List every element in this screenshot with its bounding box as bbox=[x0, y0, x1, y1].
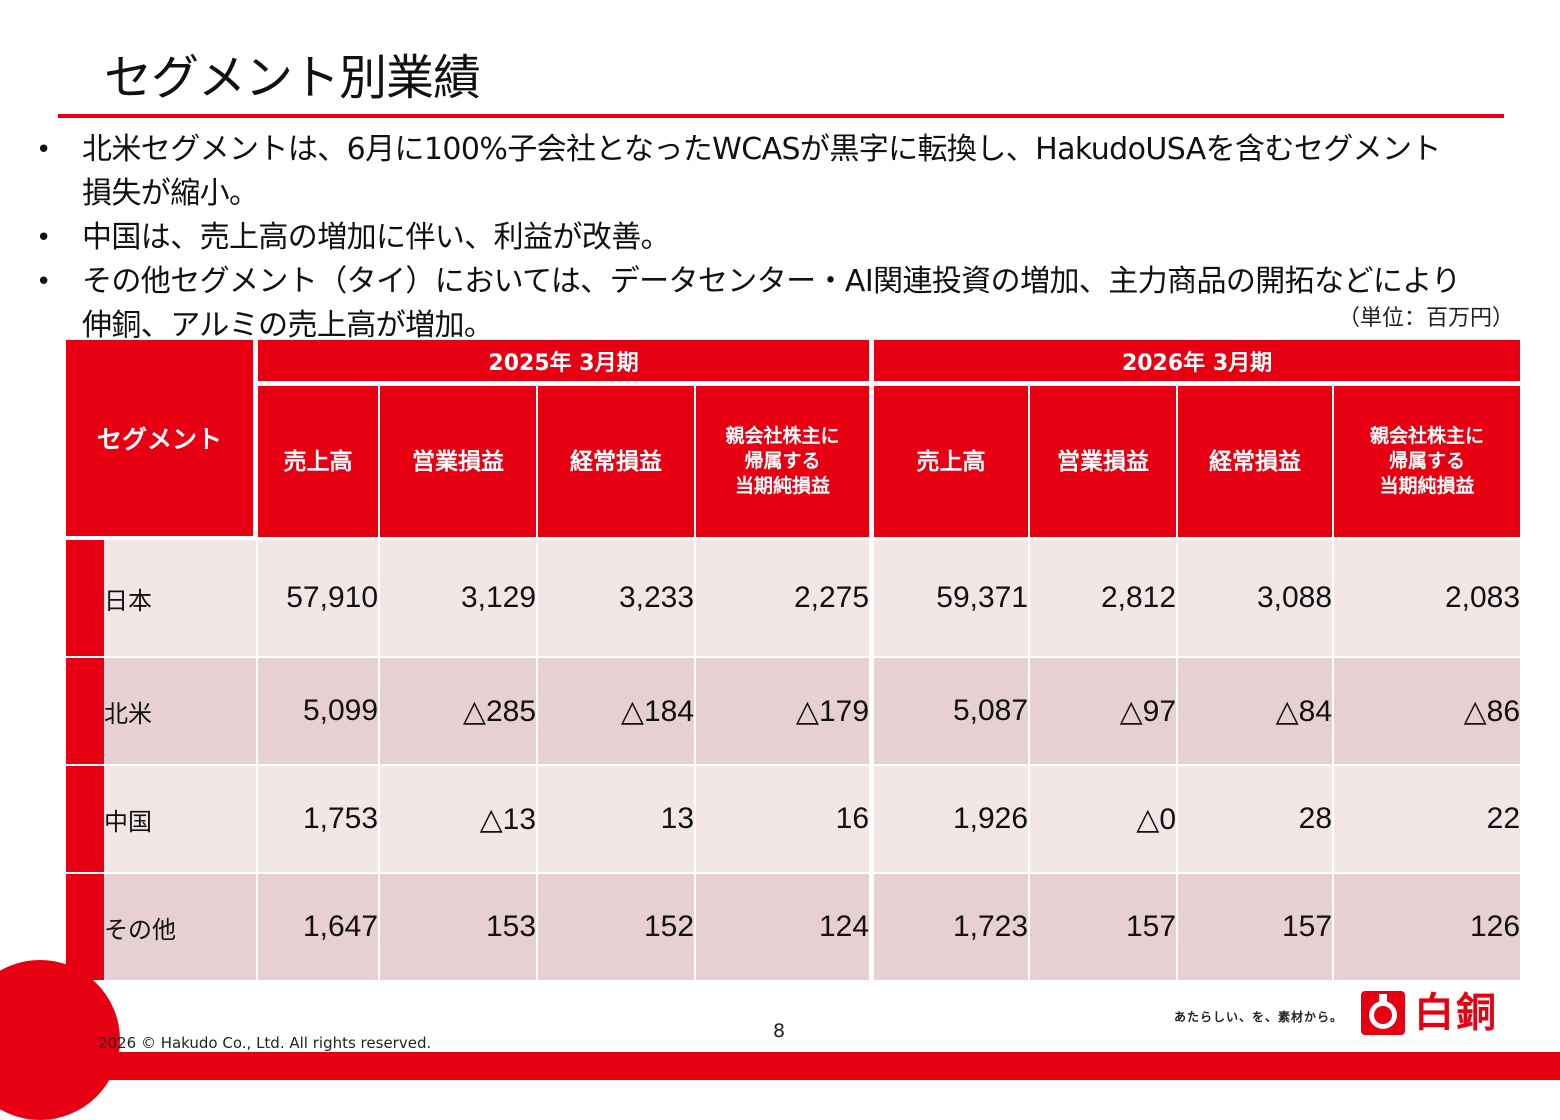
segment-table: セグメント 2025年 3月期 2026年 3月期 売上高 営業損益 経常損益 … bbox=[66, 340, 1521, 982]
table-cell: △84 bbox=[1178, 658, 1335, 766]
table-cell: 1,723 bbox=[874, 874, 1031, 982]
table-cell: 13 bbox=[538, 766, 697, 874]
period-header-2026: 2026年 3月期 bbox=[874, 340, 1521, 386]
table-cell: 1,926 bbox=[874, 766, 1031, 874]
footer-bar bbox=[0, 1052, 1560, 1080]
row-marker bbox=[66, 874, 104, 982]
bullet-text: その他セグメント（タイ）においては、データセンター・AI関連投資の増加、主力商品… bbox=[82, 264, 1461, 299]
row-marker bbox=[66, 766, 104, 874]
table-cell: △97 bbox=[1030, 658, 1179, 766]
table-cell: 2,083 bbox=[1334, 540, 1521, 658]
table-cell: 28 bbox=[1178, 766, 1335, 874]
table-cell: 57,910 bbox=[258, 540, 381, 658]
table-row: その他 1,647 153 152 124 1,723 157 157 126 bbox=[66, 874, 1521, 982]
segment-name: その他 bbox=[104, 874, 259, 982]
title-divider bbox=[58, 114, 1504, 118]
table-cell: △285 bbox=[380, 658, 539, 766]
company-logo: 白銅 bbox=[1360, 990, 1498, 1036]
table-cell: 157 bbox=[1030, 874, 1179, 982]
company-tagline: あたらしい、を、素材から。 bbox=[1174, 1010, 1344, 1024]
col-header-operating: 営業損益 bbox=[1030, 386, 1179, 540]
table-cell: 157 bbox=[1178, 874, 1335, 982]
col-header-ordinary: 経常損益 bbox=[1178, 386, 1335, 540]
col-header-net-line: 帰属する bbox=[744, 450, 821, 472]
col-header-net-line: 当期純損益 bbox=[735, 475, 831, 497]
table-row: 中国 1,753 △13 13 16 1,926 △0 28 22 bbox=[66, 766, 1521, 874]
table-cell: 153 bbox=[380, 874, 539, 982]
table-cell: △179 bbox=[696, 658, 875, 766]
table-cell: △13 bbox=[380, 766, 539, 874]
bullet-item: その他セグメント（タイ）においては、データセンター・AI関連投資の増加、主力商品… bbox=[36, 260, 1536, 348]
table-cell: △86 bbox=[1334, 658, 1521, 766]
table-cell: 152 bbox=[538, 874, 697, 982]
segment-name: 北米 bbox=[104, 658, 259, 766]
bullet-item: 中国は、売上高の増加に伴い、利益が改善。 bbox=[36, 216, 1536, 260]
table-row: 北米 5,099 △285 △184 △179 5,087 △97 △84 △8… bbox=[66, 658, 1521, 766]
table-cell: 59,371 bbox=[874, 540, 1031, 658]
table-cell: 5,099 bbox=[258, 658, 381, 766]
table-cell: 1,647 bbox=[258, 874, 381, 982]
row-marker bbox=[66, 540, 104, 658]
table-cell: 16 bbox=[696, 766, 875, 874]
table-cell: 126 bbox=[1334, 874, 1521, 982]
table-cell: △0 bbox=[1030, 766, 1179, 874]
segment-name: 日本 bbox=[104, 540, 259, 658]
row-marker bbox=[66, 658, 104, 766]
col-header-ordinary: 経常損益 bbox=[538, 386, 697, 540]
table-cell: 5,087 bbox=[874, 658, 1031, 766]
bullet-text: 北米セグメントは、6月に100%子会社となったWCASが黒字に転換し、Hakud… bbox=[82, 132, 1441, 167]
col-header-net-line: 帰属する bbox=[1389, 450, 1466, 472]
page-number: 8 bbox=[773, 1020, 786, 1042]
period-header-2025: 2025年 3月期 bbox=[258, 340, 875, 386]
page-title: セグメント別業績 bbox=[104, 50, 481, 106]
table-row: 日本 57,910 3,129 3,233 2,275 59,371 2,812… bbox=[66, 540, 1521, 658]
table-cell: 22 bbox=[1334, 766, 1521, 874]
col-header-net-line: 親会社株主に bbox=[725, 425, 840, 447]
bullet-list: 北米セグメントは、6月に100%子会社となったWCASが黒字に転換し、Hakud… bbox=[36, 128, 1536, 348]
segment-header: セグメント bbox=[66, 340, 259, 540]
table-cell: △184 bbox=[538, 658, 697, 766]
col-header-net-line: 親会社株主に bbox=[1370, 425, 1485, 447]
col-header-sales: 売上高 bbox=[874, 386, 1031, 540]
table-cell: 124 bbox=[696, 874, 875, 982]
bullet-text: 中国は、売上高の増加に伴い、利益が改善。 bbox=[82, 220, 671, 255]
col-header-net-line: 当期純損益 bbox=[1379, 475, 1475, 497]
col-header-sales: 売上高 bbox=[258, 386, 381, 540]
logo-mark-icon bbox=[1361, 991, 1405, 1035]
segment-name: 中国 bbox=[104, 766, 259, 874]
table-cell: 3,233 bbox=[538, 540, 697, 658]
bullet-item: 北米セグメントは、6月に100%子会社となったWCASが黒字に転換し、Hakud… bbox=[36, 128, 1536, 216]
logo-text: 白銅 bbox=[1414, 990, 1498, 1036]
table-cell: 3,088 bbox=[1178, 540, 1335, 658]
copyright-text: 2026 © Hakudo Co., Ltd. All rights reser… bbox=[98, 1034, 432, 1052]
bullet-text-continued: 損失が縮小。 bbox=[82, 176, 259, 211]
table-cell: 1,753 bbox=[258, 766, 381, 874]
unit-note: （単位：百万円） bbox=[1337, 306, 1514, 331]
col-header-operating: 営業損益 bbox=[380, 386, 539, 540]
bullet-text-continued: 伸銅、アルミの売上高が増加。 bbox=[82, 308, 494, 343]
table-cell: 3,129 bbox=[380, 540, 539, 658]
col-header-net: 親会社株主に 帰属する 当期純損益 bbox=[1334, 386, 1521, 540]
table-cell: 2,275 bbox=[696, 540, 875, 658]
col-header-net: 親会社株主に 帰属する 当期純損益 bbox=[696, 386, 875, 540]
table-cell: 2,812 bbox=[1030, 540, 1179, 658]
